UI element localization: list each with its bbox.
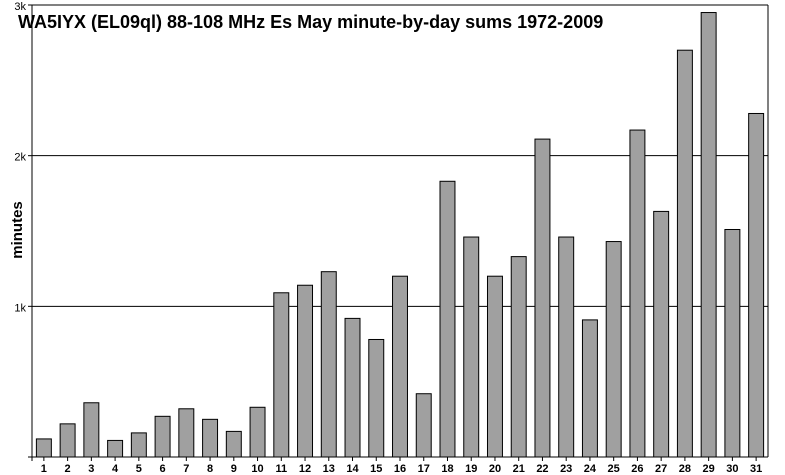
bar-day-27 bbox=[653, 210, 670, 458]
bar-day-23 bbox=[558, 236, 575, 458]
y-axis-label: minutes bbox=[9, 201, 26, 259]
x-tick-label: 13 bbox=[323, 463, 335, 475]
x-tick-label: 30 bbox=[726, 463, 738, 475]
bar-day-4 bbox=[107, 439, 124, 458]
x-tick-label: 20 bbox=[489, 463, 501, 475]
bar-day-25 bbox=[605, 241, 622, 458]
x-tick-label: 4 bbox=[112, 463, 119, 475]
bar-day-9 bbox=[225, 430, 242, 458]
bar-day-26 bbox=[629, 129, 646, 458]
x-tick-label: 24 bbox=[584, 463, 597, 475]
x-tick-label: 25 bbox=[608, 463, 620, 475]
y-tick-label: 1k bbox=[14, 302, 26, 314]
bar-day-18 bbox=[439, 180, 456, 458]
chart-title: WA5IYX (EL09ql) 88-108 MHz Es May minute… bbox=[18, 12, 603, 32]
bar-day-1 bbox=[35, 438, 52, 458]
bar-day-6 bbox=[154, 415, 171, 458]
x-tick-label: 7 bbox=[183, 463, 189, 475]
x-tick-label: 3 bbox=[88, 463, 94, 475]
y-tick-label: 2k bbox=[14, 152, 26, 164]
x-tick-label: 16 bbox=[394, 463, 406, 475]
bar-day-17 bbox=[415, 393, 432, 458]
x-tick-label: 23 bbox=[560, 463, 572, 475]
x-tick-label: 29 bbox=[703, 463, 715, 475]
bar-day-31 bbox=[748, 112, 765, 458]
bar-day-11 bbox=[273, 292, 290, 458]
bar-day-28 bbox=[676, 49, 693, 458]
x-tick-label: 12 bbox=[299, 463, 311, 475]
bar-day-30 bbox=[724, 228, 741, 458]
x-tick-label: 10 bbox=[251, 463, 263, 475]
bar-day-10 bbox=[249, 406, 266, 458]
x-tick-label: 31 bbox=[750, 463, 762, 475]
bar-day-22 bbox=[534, 138, 551, 458]
bar-day-20 bbox=[486, 275, 503, 458]
x-tick-label: 14 bbox=[346, 463, 359, 475]
bar-day-19 bbox=[463, 236, 480, 458]
bar-day-14 bbox=[344, 317, 361, 458]
bar-day-7 bbox=[178, 408, 195, 458]
x-tick-label: 26 bbox=[631, 463, 643, 475]
y-tick-label: 3k bbox=[14, 1, 26, 13]
x-tick-label: 8 bbox=[207, 463, 213, 475]
x-tick-label: 9 bbox=[231, 463, 237, 475]
bar-day-24 bbox=[581, 319, 598, 458]
bar-day-3 bbox=[83, 402, 100, 458]
bar-day-5 bbox=[130, 432, 147, 458]
bar-day-15 bbox=[368, 338, 385, 458]
bar-day-21 bbox=[510, 256, 527, 458]
x-tick-label: 5 bbox=[136, 463, 142, 475]
x-tick-label: 17 bbox=[418, 463, 430, 475]
x-tick-label: 6 bbox=[160, 463, 166, 475]
x-tick-label: 15 bbox=[370, 463, 382, 475]
x-tick-label: 28 bbox=[679, 463, 691, 475]
x-tick-label: 22 bbox=[536, 463, 548, 475]
x-tick-label: 21 bbox=[513, 463, 525, 475]
x-tick-label: 11 bbox=[275, 463, 287, 475]
bar-day-16 bbox=[392, 275, 408, 458]
bar-day-2 bbox=[59, 423, 76, 458]
x-tick-label: 2 bbox=[65, 463, 71, 475]
bar-day-8 bbox=[202, 418, 219, 458]
x-tick-label: 19 bbox=[465, 463, 477, 475]
x-tick-label: 27 bbox=[655, 463, 667, 475]
bar-day-29 bbox=[700, 12, 717, 458]
bar-day-13 bbox=[320, 271, 337, 458]
x-tick-label: 1 bbox=[41, 463, 47, 475]
x-tick-label: 18 bbox=[441, 463, 453, 475]
bar-day-12 bbox=[297, 284, 314, 458]
